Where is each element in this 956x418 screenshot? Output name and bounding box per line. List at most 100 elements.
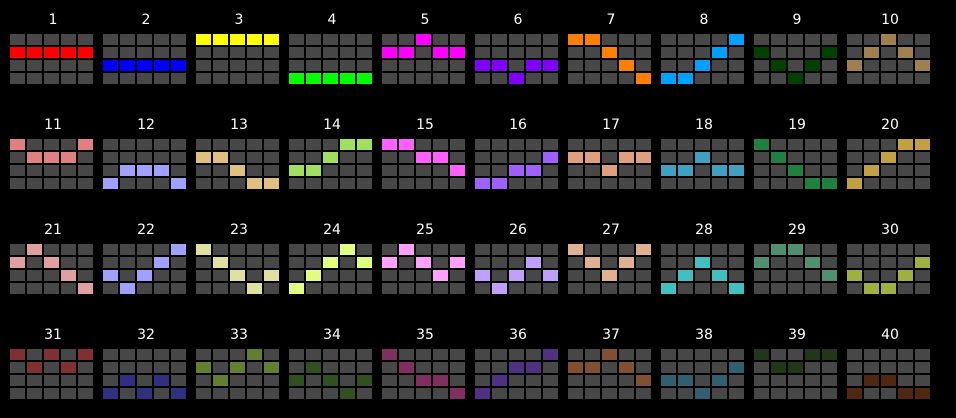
pattern-grid xyxy=(289,349,372,399)
grid-cell xyxy=(154,139,169,150)
grid-cell xyxy=(475,375,490,386)
pattern-number: 38 xyxy=(695,327,713,343)
grid-cell xyxy=(264,257,279,268)
grid-cell xyxy=(340,152,355,163)
grid-cell xyxy=(636,34,651,45)
grid-cell-filled xyxy=(103,388,118,399)
grid-cell xyxy=(399,73,414,84)
grid-cell-filled xyxy=(475,388,490,399)
grid-cell-filled xyxy=(399,244,414,255)
grid-cell xyxy=(712,362,727,373)
grid-cell xyxy=(382,375,397,386)
pattern-number: 18 xyxy=(695,117,713,133)
grid-cell xyxy=(585,60,600,71)
grid-cell-filled xyxy=(695,257,710,268)
grid-cell-filled xyxy=(137,165,152,176)
grid-cell-filled xyxy=(915,60,930,71)
pattern-grid xyxy=(10,349,93,399)
grid-cell xyxy=(27,349,42,360)
grid-cell xyxy=(230,349,245,360)
grid-cell-filled xyxy=(898,47,913,58)
grid-cell xyxy=(323,388,338,399)
grid-cell xyxy=(27,283,42,294)
grid-cell xyxy=(754,244,769,255)
grid-cell-filled xyxy=(915,388,930,399)
grid-cell xyxy=(78,152,93,163)
grid-cell xyxy=(137,73,152,84)
grid-cell xyxy=(492,244,507,255)
grid-cell-filled xyxy=(898,270,913,281)
grid-cell xyxy=(678,34,693,45)
grid-cell-filled xyxy=(678,375,693,386)
grid-cell xyxy=(898,349,913,360)
grid-cell xyxy=(568,283,583,294)
grid-cell xyxy=(171,34,186,45)
pattern-grid xyxy=(103,34,186,84)
grid-cell xyxy=(864,388,879,399)
grid-cell-filled xyxy=(754,139,769,150)
grid-cell-filled xyxy=(771,152,786,163)
grid-cell xyxy=(788,139,803,150)
grid-cell-filled xyxy=(881,152,896,163)
grid-cell xyxy=(864,60,879,71)
grid-cell-filled xyxy=(754,257,769,268)
grid-cell xyxy=(847,152,862,163)
grid-cell xyxy=(10,283,25,294)
grid-cell xyxy=(103,257,118,268)
grid-cell xyxy=(543,362,558,373)
grid-cell xyxy=(585,47,600,58)
grid-cell xyxy=(357,165,372,176)
grid-cell-filled xyxy=(602,47,617,58)
grid-cell xyxy=(475,244,490,255)
grid-cell-filled xyxy=(636,73,651,84)
pattern-number: 23 xyxy=(230,222,248,238)
grid-cell xyxy=(154,34,169,45)
grid-cell xyxy=(416,283,431,294)
grid-cell xyxy=(450,244,465,255)
grid-cell xyxy=(864,34,879,45)
pattern-number: 40 xyxy=(881,327,899,343)
grid-cell xyxy=(382,60,397,71)
grid-cell-filled xyxy=(433,270,448,281)
grid-cell xyxy=(915,73,930,84)
grid-cell xyxy=(695,349,710,360)
grid-cell-filled xyxy=(196,152,211,163)
grid-cell-filled xyxy=(230,270,245,281)
grid-cell-filled xyxy=(103,178,118,189)
grid-cell xyxy=(289,178,304,189)
pattern-grid xyxy=(10,244,93,294)
grid-cell xyxy=(661,270,676,281)
grid-cell xyxy=(568,165,583,176)
grid-cell xyxy=(636,165,651,176)
grid-cell xyxy=(475,139,490,150)
grid-cell xyxy=(695,34,710,45)
grid-cell xyxy=(137,152,152,163)
grid-cell xyxy=(915,165,930,176)
grid-cell-filled xyxy=(619,257,634,268)
grid-cell xyxy=(137,375,152,386)
grid-cell xyxy=(196,47,211,58)
grid-cell xyxy=(171,362,186,373)
grid-cell xyxy=(712,152,727,163)
pattern-grid xyxy=(289,244,372,294)
grid-cell xyxy=(306,244,321,255)
grid-cell xyxy=(137,47,152,58)
grid-cell xyxy=(230,73,245,84)
grid-cell xyxy=(788,349,803,360)
grid-cell xyxy=(196,270,211,281)
grid-cell-filled xyxy=(306,165,321,176)
grid-cell xyxy=(120,270,135,281)
grid-cell xyxy=(915,178,930,189)
grid-cell xyxy=(678,139,693,150)
grid-cell xyxy=(568,270,583,281)
pattern-number: 21 xyxy=(44,222,62,238)
grid-cell-filled xyxy=(805,257,820,268)
grid-cell xyxy=(154,73,169,84)
grid-cell xyxy=(771,73,786,84)
pattern-number: 9 xyxy=(792,12,802,28)
grid-cell-filled xyxy=(357,375,372,386)
grid-cell xyxy=(450,349,465,360)
grid-cell xyxy=(636,60,651,71)
grid-cell xyxy=(264,47,279,58)
grid-cell xyxy=(729,244,744,255)
